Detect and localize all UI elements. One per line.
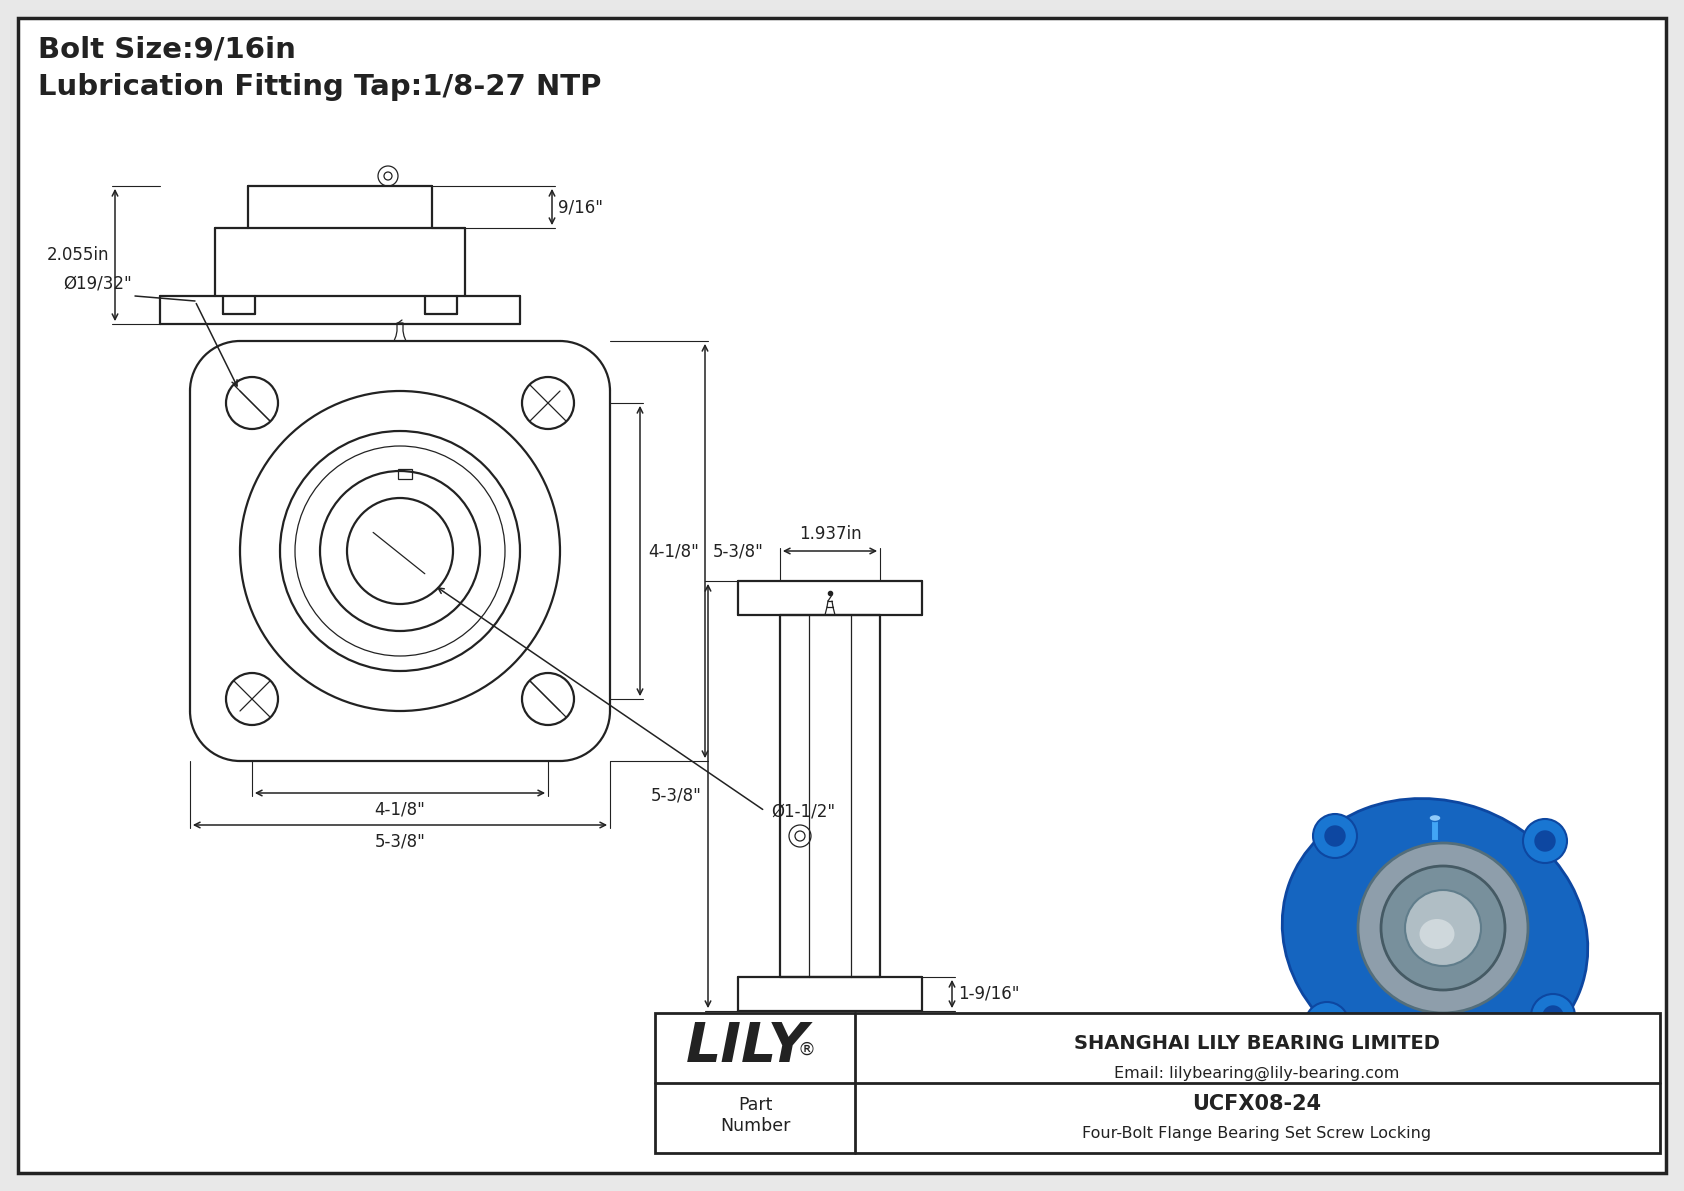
Text: 1-9/16": 1-9/16" (958, 985, 1019, 1003)
Circle shape (1314, 813, 1357, 858)
Text: LILY: LILY (685, 1019, 808, 1073)
Bar (397, 469, 413, 479)
Circle shape (1381, 866, 1505, 990)
Text: 5-3/8": 5-3/8" (652, 787, 702, 805)
Text: UCFX08-24: UCFX08-24 (1192, 1095, 1322, 1114)
Bar (1431, 819, 1440, 841)
Text: 9/16": 9/16" (557, 198, 603, 216)
Text: 1.937in: 1.937in (798, 525, 861, 543)
Text: Four-Bolt Flange Bearing Set Screw Locking: Four-Bolt Flange Bearing Set Screw Locki… (1083, 1125, 1431, 1141)
Text: 5-3/8": 5-3/8" (374, 833, 426, 850)
Circle shape (1305, 1002, 1349, 1046)
Ellipse shape (1282, 798, 1588, 1073)
Text: Lubrication Fitting Tap:1/8-27 NTP: Lubrication Fitting Tap:1/8-27 NTP (39, 73, 601, 101)
Circle shape (1325, 827, 1346, 846)
Text: Part
Number: Part Number (719, 1096, 790, 1135)
Circle shape (1317, 1014, 1337, 1034)
Text: 5-3/8": 5-3/8" (712, 542, 765, 560)
Circle shape (1522, 819, 1568, 863)
Ellipse shape (1420, 919, 1455, 949)
Circle shape (1404, 890, 1480, 966)
Bar (655, 1014, 1660, 1153)
Circle shape (1536, 831, 1554, 852)
Circle shape (1531, 994, 1575, 1039)
Text: 4-1/8": 4-1/8" (648, 542, 699, 560)
Circle shape (1357, 843, 1527, 1014)
Text: Email: lilybearing@lily-bearing.com: Email: lilybearing@lily-bearing.com (1115, 1066, 1399, 1080)
Circle shape (1543, 1006, 1563, 1025)
Text: 4-1/8": 4-1/8" (374, 800, 426, 818)
Text: Ø19/32": Ø19/32" (64, 275, 131, 293)
Text: Ø1-1/2": Ø1-1/2" (771, 802, 835, 819)
Text: Bolt Size:9/16in: Bolt Size:9/16in (39, 36, 296, 64)
Ellipse shape (1430, 815, 1442, 822)
Text: SHANGHAI LILY BEARING LIMITED: SHANGHAI LILY BEARING LIMITED (1074, 1034, 1440, 1053)
Text: ®: ® (797, 1041, 815, 1059)
Text: 2.055in: 2.055in (47, 247, 109, 264)
